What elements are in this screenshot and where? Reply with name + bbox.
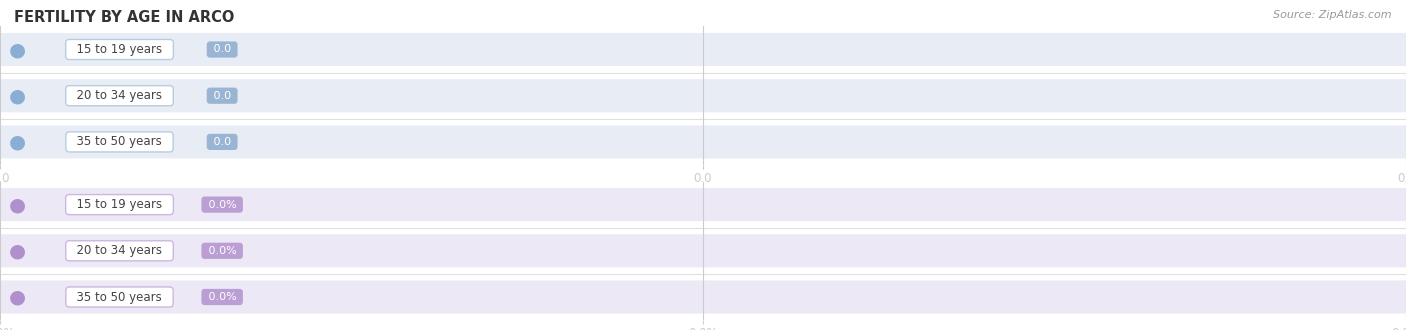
Text: 0.0%: 0.0%: [204, 292, 240, 302]
FancyBboxPatch shape: [0, 188, 1406, 221]
Text: 20 to 34 years: 20 to 34 years: [69, 89, 170, 102]
FancyBboxPatch shape: [0, 125, 1406, 158]
Text: 15 to 19 years: 15 to 19 years: [69, 198, 170, 211]
Text: 0.0: 0.0: [209, 45, 235, 54]
Text: 35 to 50 years: 35 to 50 years: [69, 290, 170, 304]
FancyBboxPatch shape: [0, 33, 1406, 66]
Text: ●: ●: [8, 195, 25, 214]
FancyBboxPatch shape: [0, 234, 1406, 267]
Text: 0.0%: 0.0%: [204, 200, 240, 210]
Text: 0.0%: 0.0%: [204, 246, 240, 256]
Text: 15 to 19 years: 15 to 19 years: [69, 43, 170, 56]
Text: FERTILITY BY AGE IN ARCO: FERTILITY BY AGE IN ARCO: [14, 10, 235, 25]
Text: ●: ●: [8, 241, 25, 260]
Text: ●: ●: [8, 86, 25, 105]
Text: ●: ●: [8, 40, 25, 59]
Text: 20 to 34 years: 20 to 34 years: [69, 244, 170, 257]
Text: 35 to 50 years: 35 to 50 years: [69, 135, 170, 148]
Text: 0.0: 0.0: [209, 91, 235, 101]
FancyBboxPatch shape: [0, 280, 1406, 314]
Text: ●: ●: [8, 132, 25, 151]
Text: 0.0: 0.0: [209, 137, 235, 147]
FancyBboxPatch shape: [0, 79, 1406, 112]
Text: ●: ●: [8, 287, 25, 307]
Text: Source: ZipAtlas.com: Source: ZipAtlas.com: [1274, 10, 1392, 20]
